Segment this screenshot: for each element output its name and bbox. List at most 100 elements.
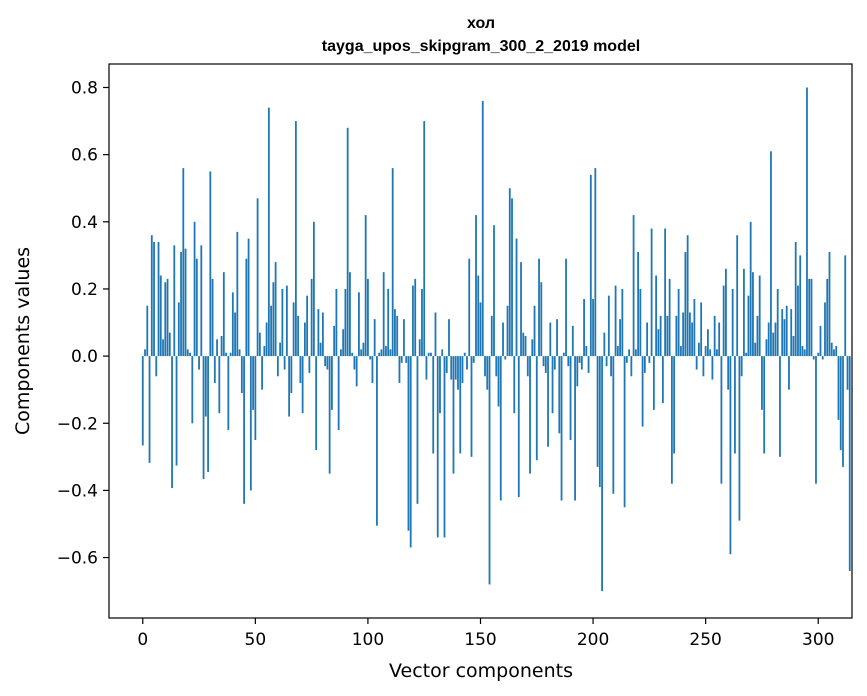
bar-259	[725, 268, 727, 357]
bar-239	[679, 346, 682, 357]
bar-201	[594, 168, 597, 357]
bar-38	[227, 356, 230, 430]
bar-233	[666, 315, 669, 357]
bar-153	[486, 356, 489, 390]
bar-110	[389, 349, 392, 357]
bar-91	[346, 127, 349, 357]
bar-63	[283, 356, 286, 370]
bar-52	[258, 332, 261, 357]
bar-139	[454, 356, 457, 380]
bar-60	[276, 356, 279, 377]
bar-142	[461, 356, 464, 383]
bar-256	[718, 322, 721, 357]
y-tick-label: −0.6	[57, 549, 98, 569]
bar-35	[220, 335, 223, 357]
bar-133	[441, 349, 444, 357]
bar-221	[639, 288, 642, 357]
bar-162	[506, 305, 509, 357]
bar-219	[634, 349, 637, 357]
bar-158	[497, 356, 500, 407]
bar-205	[603, 332, 606, 357]
bar-57	[270, 305, 273, 357]
bar-196	[583, 299, 585, 357]
bar-102	[371, 356, 374, 383]
bar-3	[148, 356, 151, 463]
bar-251	[707, 329, 709, 357]
bar-82	[326, 356, 329, 370]
bar-267	[743, 268, 745, 357]
bar-229	[657, 329, 660, 357]
bar-70	[299, 356, 302, 383]
bar-136	[448, 319, 450, 357]
bar-269	[747, 295, 750, 357]
bar-34	[218, 356, 221, 414]
bar-263	[734, 356, 736, 454]
bar-246	[695, 356, 698, 370]
bar-128	[430, 352, 432, 357]
bar-14	[173, 245, 176, 357]
bar-75	[310, 278, 313, 357]
bar-297	[810, 278, 813, 357]
bar-36	[222, 272, 225, 357]
bar-104	[376, 356, 378, 526]
bar-140	[457, 356, 459, 390]
bar-141	[459, 356, 462, 454]
bar-27	[202, 356, 205, 479]
bar-265	[738, 356, 741, 521]
bar-51	[256, 198, 259, 357]
bar-284	[781, 309, 784, 357]
bar-42	[236, 231, 239, 357]
bar-33	[216, 339, 218, 357]
bar-120	[412, 285, 414, 357]
bar-116	[403, 319, 405, 357]
bar-286	[785, 305, 788, 357]
bar-210	[614, 285, 617, 357]
bar-283	[779, 356, 781, 457]
bar-275	[761, 356, 763, 410]
bar-95	[355, 356, 358, 387]
bar-279	[770, 151, 772, 357]
bar-145	[468, 258, 471, 357]
bar-261	[729, 356, 732, 555]
bar-156	[493, 225, 495, 357]
bar-134	[443, 356, 446, 538]
bar-8	[159, 275, 162, 357]
bar-97	[360, 349, 363, 357]
bar-43	[238, 349, 241, 357]
bar-245	[693, 299, 696, 357]
bar-303	[824, 302, 826, 357]
bar-29	[207, 356, 209, 472]
bar-257	[720, 356, 723, 484]
bar-151	[481, 100, 484, 357]
bar-130	[434, 312, 437, 357]
bar-176	[538, 258, 540, 357]
bar-207	[607, 295, 610, 357]
bar-132	[439, 356, 441, 414]
bar-199	[589, 174, 592, 357]
bar-200	[592, 299, 594, 357]
bar-270	[749, 221, 752, 357]
bar-53	[261, 356, 263, 390]
bar-301	[819, 325, 822, 357]
bar-106	[380, 349, 383, 357]
bar-78	[317, 309, 320, 357]
bar-49	[252, 356, 254, 410]
bar-235	[670, 356, 673, 484]
bar-177	[540, 282, 543, 357]
bar-58	[272, 282, 275, 357]
bar-218	[632, 215, 635, 357]
bar-96	[358, 292, 360, 357]
bar-183	[553, 356, 556, 370]
bar-258	[722, 285, 725, 357]
bar-202	[596, 356, 599, 467]
bar-41	[234, 312, 236, 357]
bar-194	[578, 356, 581, 363]
bar-280	[772, 332, 775, 357]
bar-24	[195, 258, 198, 357]
bar-90	[344, 288, 347, 357]
bar-50	[254, 356, 257, 441]
bar-232	[664, 228, 667, 357]
bar-180	[547, 356, 549, 447]
bar-113	[396, 315, 399, 357]
bar-94	[353, 356, 356, 370]
